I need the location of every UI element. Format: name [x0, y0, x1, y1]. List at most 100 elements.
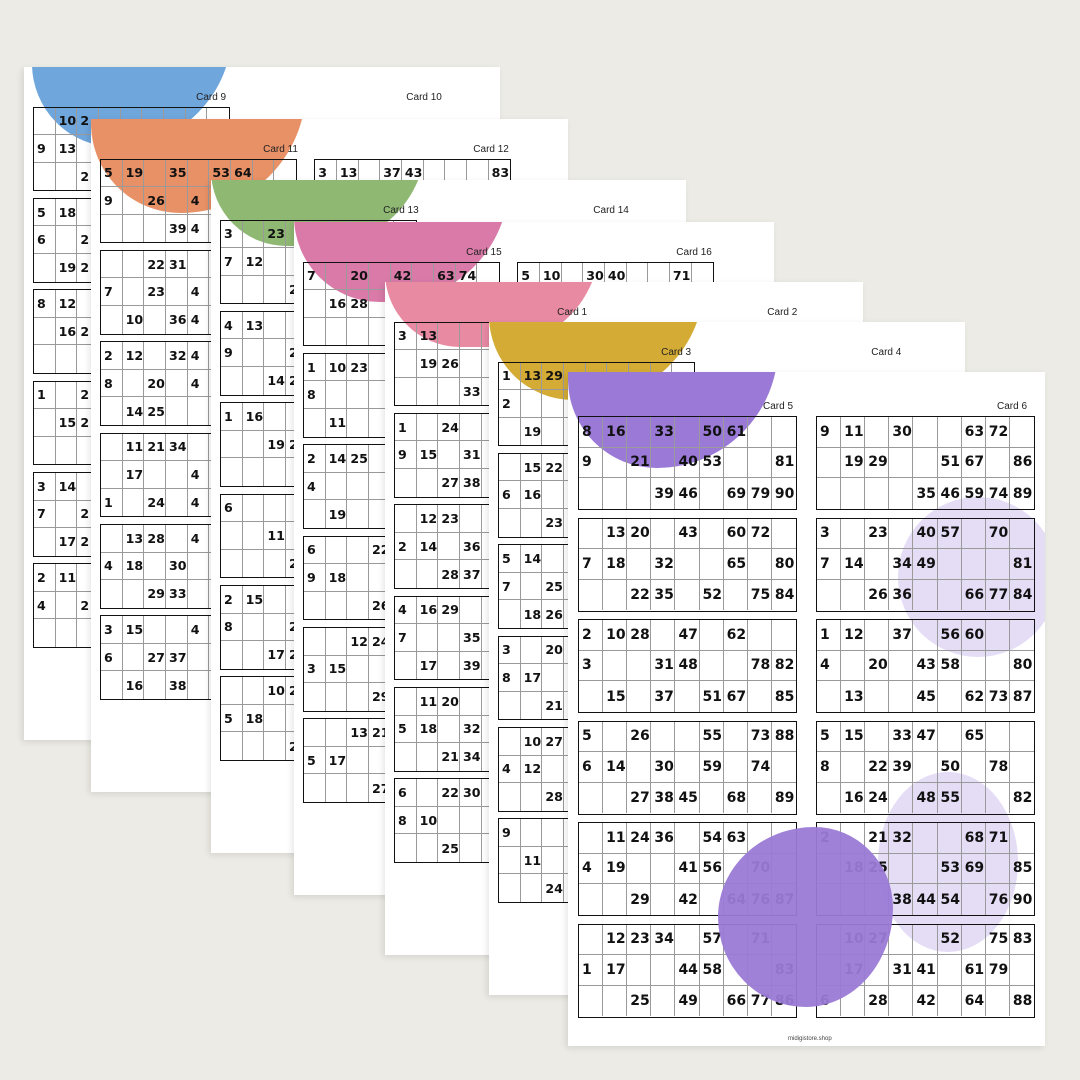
bingo-cell: 18: [122, 552, 145, 581]
bingo-cell: [187, 552, 210, 581]
bingo-cell: 3: [34, 473, 56, 501]
bingo-cell: [961, 549, 986, 580]
bingo-cell: [304, 500, 326, 528]
bingo-cell: [304, 719, 326, 747]
bingo-cell: [264, 732, 287, 760]
bingo-cell: [699, 549, 724, 580]
bingo-cell: [938, 681, 962, 712]
bingo-cell: 13: [347, 719, 370, 747]
bingo-cell: [347, 683, 370, 711]
bingo-cell: 20: [865, 650, 890, 682]
bingo-cell: 3: [817, 518, 842, 550]
bingo-cell: 56: [699, 853, 724, 885]
bingo-cell: 15: [520, 453, 543, 482]
bingo-cell: [264, 613, 287, 642]
bingo-cell: 2: [304, 445, 326, 473]
bingo-cell: [56, 436, 78, 465]
bingo-cell: [771, 417, 796, 448]
bingo-cell: [122, 250, 145, 279]
bingo-cell: 2: [34, 564, 56, 592]
bingo-cell: 5: [395, 715, 417, 744]
bingo-cell: [347, 774, 370, 802]
bingo-cell: [938, 579, 962, 611]
bingo-cell: [264, 311, 287, 340]
card-label-left: Card 3: [661, 346, 692, 358]
bingo-cell: [188, 397, 210, 425]
bingo-cell: [542, 664, 565, 692]
bingo-ticket-left: 5 26 55 73 88 6 14 30 59 74 27 38 45 68 89: [578, 720, 797, 815]
bingo-cell: 19: [326, 500, 348, 528]
bingo-cell: [700, 782, 724, 814]
bingo-cell: [221, 522, 243, 550]
bingo-cell: [865, 417, 890, 448]
bingo-cell: 73: [747, 721, 772, 753]
bingo-cell: 28: [438, 560, 461, 588]
bingo-cell: [817, 782, 842, 814]
bingo-cell: 18: [242, 704, 265, 733]
bingo-cell: 8: [817, 752, 842, 783]
bingo-cell: 16: [520, 481, 543, 509]
card-label-left: Card 1: [557, 306, 588, 318]
bingo-cell: [438, 377, 461, 406]
bingo-cell: [627, 650, 652, 682]
bingo-cell: [221, 549, 243, 578]
bingo-cell: 87: [1012, 688, 1033, 705]
bingo-cell: 9: [101, 187, 123, 215]
bingo-cell: 24: [542, 874, 565, 902]
bingo-cell: 9: [499, 819, 521, 847]
bingo-cell: 4: [187, 342, 210, 370]
bingo-cell: [55, 500, 78, 529]
bingo-cell: 3: [304, 655, 326, 684]
bingo-cell: [889, 924, 914, 956]
bingo-cell: [144, 552, 167, 581]
bingo-cell: 39: [166, 214, 188, 243]
bingo-cell: 52: [937, 924, 962, 956]
bingo-cell: [395, 688, 417, 716]
bingo-cell: [144, 159, 167, 188]
bingo-cell: [603, 579, 628, 611]
bingo-cell: [889, 478, 914, 509]
bingo-cell: 8: [499, 664, 521, 692]
bingo-cell: [651, 518, 676, 550]
bingo-cell: [221, 732, 243, 760]
bingo-cell: 10: [520, 728, 543, 756]
bingo-cell: 79: [985, 955, 1010, 986]
bingo-cell: 22: [627, 579, 652, 611]
bingo-cell: [326, 317, 348, 346]
bingo-cell: [627, 955, 652, 986]
bingo-cell: [675, 924, 700, 956]
bingo-cell: 44: [913, 884, 938, 915]
bingo-cell: 4: [187, 525, 210, 553]
bingo-ticket-left: 2 10 28 47 62 3 31 48 78 82 15 37 51 67 85: [578, 619, 797, 713]
bingo-cell: [937, 549, 962, 580]
bingo-cell: 9: [817, 417, 842, 448]
bingo-cell: 13: [122, 525, 145, 553]
bingo-cell: 33: [651, 417, 676, 448]
bingo-cell: [264, 494, 287, 523]
bingo-cell: [937, 721, 962, 753]
bingo-cell: 60: [961, 620, 986, 651]
bingo-cell: 53: [699, 447, 724, 479]
bingo-cell: [460, 806, 482, 835]
bingo-cell: 4: [499, 755, 521, 784]
bingo-cell: [34, 317, 56, 346]
bingo-cell: [55, 226, 78, 254]
bingo-cell: [521, 691, 543, 720]
bingo-cell: [243, 275, 265, 304]
bingo-cell: [369, 262, 391, 291]
bingo-cell: 28: [347, 290, 370, 318]
bingo-cell: [122, 643, 145, 672]
bingo-cell: [417, 743, 439, 771]
bingo-cell: 89: [774, 790, 795, 807]
bingo-cell: [579, 782, 604, 814]
card-label-right: Card 10: [406, 91, 442, 103]
bingo-cell: [395, 560, 417, 588]
bingo-cell: 5: [499, 545, 521, 573]
bingo-cell: 31: [651, 650, 676, 682]
bingo-cell: [889, 681, 914, 712]
card-label-right: Card 14: [593, 204, 629, 216]
bingo-cell: [34, 345, 56, 373]
bingo-cell: 78: [747, 650, 772, 682]
bingo-cell: [166, 187, 188, 215]
bingo-cell: [122, 369, 145, 398]
